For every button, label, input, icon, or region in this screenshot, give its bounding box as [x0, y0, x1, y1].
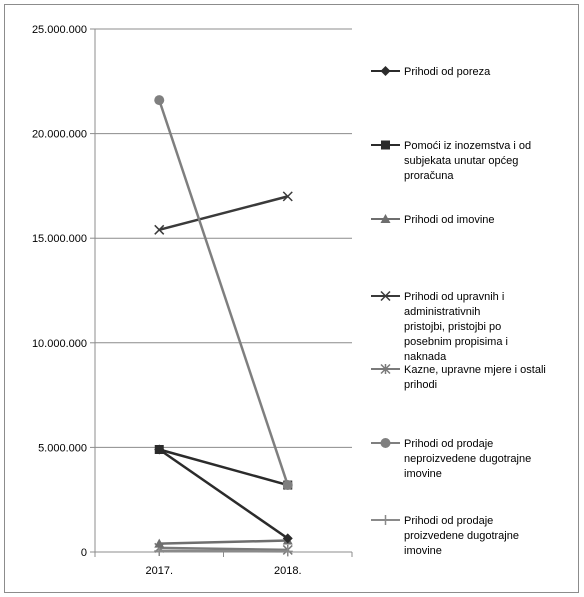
legend-label: imovine [404, 545, 442, 557]
x-tick-label: 2018. [274, 565, 302, 577]
y-tick-label: 5.000.000 [38, 442, 87, 454]
data-point [282, 480, 293, 491]
data-point [154, 444, 164, 454]
legend: Prihodi od poreza Pomoći iz inozemstva i … [371, 66, 546, 557]
legend-label: subjekata unutar općeg [404, 155, 518, 167]
legend-item-0: Prihodi od poreza [371, 66, 491, 78]
y-tick-label: 0 [81, 547, 87, 559]
data-point [282, 546, 293, 557]
y-tick-label: 25.000.000 [32, 24, 87, 36]
legend-marker [381, 140, 390, 150]
data-point [154, 538, 165, 548]
y-tick-label: 20.000.000 [32, 129, 87, 141]
legend-marker [380, 66, 391, 76]
series-line [159, 546, 288, 552]
legend-label: imovine [404, 468, 442, 480]
legend-label: proizvedene dugotrajne [404, 530, 519, 542]
legend-marker [380, 438, 391, 448]
legend-label: Prihodi od prodaje [404, 515, 493, 527]
legend-label: pristojbi, pristojbi po [404, 321, 501, 333]
legend-item-3: Prihodi od upravnih i administrativnih pri… [371, 290, 508, 363]
y-tick-label: 15.000.000 [32, 233, 87, 245]
chart-border [4, 4, 579, 593]
legend-marker [380, 214, 391, 223]
legend-label: prihodi [404, 379, 437, 391]
legend-item-4: Kazne, upravne mjere i ostali prihodi [371, 363, 546, 391]
legend-label: Kazne, upravne mjere i ostali [404, 364, 546, 376]
x-tick-label: 2017. [145, 565, 173, 577]
legend-item-6: Prihodi od prodaje proizvedene dugotrajne… [371, 515, 519, 557]
series-3 [154, 191, 293, 235]
legend-label: administrativnih [404, 306, 480, 318]
legend-label: Prihodi od poreza [404, 66, 491, 78]
series-line [158, 448, 289, 487]
gridlines [95, 28, 352, 448]
data-point [282, 533, 293, 544]
y-axis-ticks: 0 5.000.000 10.000.000 15.000.000 20.000.000… [32, 24, 95, 559]
x-axis-ticks: 2017. 2018. [94, 552, 353, 577]
legend-label: Prihodi od prodaje [404, 438, 493, 450]
series-5 [154, 95, 293, 491]
series-group [154, 95, 293, 557]
legend-label: Pomoći iz inozemstva i od [404, 140, 531, 152]
data-point [282, 191, 293, 202]
series-line [158, 448, 289, 540]
legend-marker [380, 363, 391, 375]
series-line [158, 99, 289, 486]
legend-label: Prihodi od imovine [404, 214, 495, 226]
series-line [159, 539, 288, 545]
legend-marker [380, 515, 391, 525]
legend-label: naknada [404, 351, 447, 363]
legend-item-5: Prihodi od prodaje neproizvedene dugotraj… [371, 438, 531, 480]
data-point [154, 224, 165, 235]
legend-marker [380, 290, 391, 302]
legend-item-1: Pomoći iz inozemstva i od subjekata unuta… [371, 140, 531, 182]
legend-label: posebnim propisima i [404, 336, 508, 348]
y-tick-label: 10.000.000 [32, 338, 87, 350]
legend-label: neproizvedene dugotrajne [404, 453, 531, 465]
legend-item-2: Prihodi od imovine [371, 214, 495, 226]
data-point [154, 95, 165, 106]
legend-label: Prihodi od upravnih i [404, 291, 504, 303]
legend-label: proračuna [404, 170, 454, 182]
series-line [158, 195, 289, 232]
